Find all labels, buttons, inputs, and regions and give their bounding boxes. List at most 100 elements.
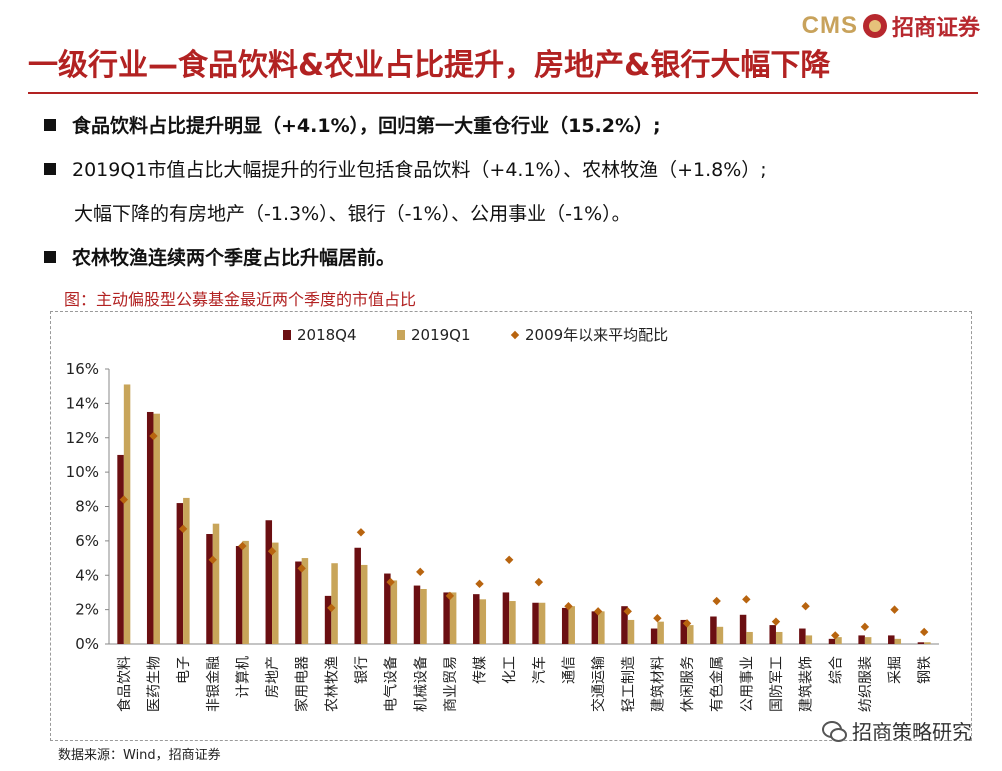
bar-2018Q4-医药生物	[146, 411, 154, 644]
x-tick-label: 建筑装饰	[799, 656, 815, 712]
bar-2018Q4-计算机	[235, 546, 243, 644]
bullet-square-icon	[44, 163, 56, 175]
bar-2018Q4-有色金属	[710, 616, 717, 644]
bar-2018Q4-传媒	[473, 594, 480, 644]
avg-marker-商业贸易	[445, 591, 455, 601]
avg-marker-家用电器	[297, 564, 306, 573]
bar-2018Q4-化工	[502, 592, 510, 644]
avg-marker-纺织服装	[860, 622, 870, 632]
avg-marker-采掘	[890, 605, 899, 614]
y-tick-label: 2%	[75, 601, 99, 619]
bar-2019Q1-家用电器	[301, 558, 309, 644]
x-tick-label: 汽车	[531, 656, 548, 684]
bar-2018Q4-钢铁	[917, 642, 925, 644]
x-tick-label: 休闲服务	[680, 656, 696, 712]
avg-marker-通信	[564, 601, 573, 611]
bullet-3-text: 农林牧渔连续两个季度占比升幅居前。	[72, 247, 396, 269]
title-divider	[28, 92, 978, 94]
y-tick-label: 6%	[75, 532, 99, 550]
x-tick-label: 纺织服装	[858, 656, 874, 712]
bar-2018Q4-银行	[354, 547, 361, 644]
bar-2019Q1-交通运输	[598, 611, 605, 644]
bar-2019Q1-建筑材料	[657, 621, 664, 644]
x-tick-label: 银行	[354, 656, 370, 684]
brand-logo: CMS 招商证券	[802, 10, 980, 42]
bar-2019Q1-轻工制造	[627, 619, 635, 644]
data-source: 数据来源：Wind，招商证券	[58, 748, 221, 763]
x-tick-label: 钢铁	[917, 656, 933, 684]
watermark-text: 招商策略研究	[852, 720, 972, 744]
bar-2019Q1-计算机	[242, 540, 249, 644]
bar-2018Q4-公用事业	[739, 614, 747, 644]
bullet-square-icon	[44, 251, 56, 263]
bullet-1: 食品饮料占比提升明显（+4.1%），回归第一大重仓行业（15.2%）;	[44, 112, 661, 140]
bar-2019Q1-电子	[183, 497, 190, 644]
bar-2019Q1-通信	[568, 606, 575, 644]
avg-marker-有色金属	[712, 596, 721, 606]
avg-marker-交通运输	[593, 607, 603, 616]
legend-label: 2018Q4	[297, 326, 357, 344]
avg-marker-电气设备	[386, 577, 395, 587]
x-tick-label: 通信	[561, 656, 577, 684]
avg-marker-机械设备	[416, 567, 425, 577]
logo-cn-text: 招商证券	[891, 16, 980, 41]
logo-cms-text: CMS	[801, 12, 858, 39]
bullet-square-icon	[44, 119, 56, 131]
x-tick-label: 医药生物	[146, 656, 162, 712]
y-tick-label: 14%	[66, 394, 99, 412]
x-tick-label: 非银金融	[206, 656, 222, 712]
x-tick-label: 建筑材料	[650, 656, 666, 712]
y-tick-label: 4%	[75, 566, 99, 584]
x-tick-label: 农林牧渔	[324, 656, 340, 712]
bar-2019Q1-非银金融	[212, 523, 220, 644]
bar-2018Q4-综合	[828, 638, 836, 644]
bar-2018Q4-通信	[561, 607, 569, 644]
bar-2018Q4-交通运输	[591, 611, 599, 644]
wechat-icon	[822, 720, 847, 742]
x-tick-label: 家用电器	[294, 656, 311, 712]
bar-2018Q4-休闲服务	[680, 619, 688, 644]
y-tick-label: 0%	[75, 635, 99, 653]
avg-marker-公用事业	[742, 595, 751, 604]
bar-2018Q4-建筑装饰	[799, 628, 806, 644]
y-tick-label: 10%	[66, 463, 99, 481]
x-tick-label: 商业贸易	[443, 656, 459, 712]
bullet-2-continuation: 大幅下降的有房地产（-1.3%）、银行（-1%）、公用事业（-1%）。	[74, 203, 631, 225]
legend-label: 2019Q1	[411, 326, 471, 344]
x-tick-label: 轻工制造	[621, 656, 637, 712]
x-tick-label: 电子	[176, 656, 192, 684]
bullet-2: 2019Q1市值占比大幅提升的行业包括食品饮料（+4.1%）、农林牧渔（+1.8…	[44, 156, 767, 184]
chart-frame: 0% 2% 4% 6% 8% 10% 12% 14% 16% 食品饮料 医药生物 电子 非银金融 计算机房…	[50, 311, 972, 741]
avg-marker-电子	[178, 524, 188, 534]
x-tick-label: 食品饮料	[116, 656, 133, 712]
x-tick-label: 电气设备	[383, 656, 400, 712]
bar-2019Q1-电气设备	[390, 580, 398, 644]
bar-2019Q1-国防军工	[775, 631, 783, 644]
x-tick-label: 公用事业	[739, 656, 755, 712]
bar-2019Q1-银行	[360, 564, 368, 644]
bar-2019Q1-综合	[835, 637, 842, 644]
bar-2019Q1-传媒	[479, 599, 487, 644]
avg-marker-轻工制造	[623, 607, 632, 616]
x-tick-label: 交通运输	[590, 656, 607, 712]
cms-merchants-logo-icon	[862, 14, 887, 38]
page-title: 一级行业—食品饮料&农业占比提升，房地产&银行大幅下降	[28, 48, 831, 83]
avg-marker-医药生物	[149, 431, 158, 441]
bar-2018Q4-机械设备	[413, 585, 421, 644]
bar-2018Q4-纺织服装	[858, 635, 865, 644]
x-tick-label: 化工	[502, 656, 518, 684]
bar-2018Q4-汽车	[532, 602, 539, 644]
bar-2018Q4-国防军工	[769, 625, 776, 644]
avg-marker-房地产	[267, 546, 277, 556]
avg-marker-计算机	[238, 541, 247, 551]
x-tick-label: 综合	[828, 656, 844, 684]
legend-swatch-2019Q1	[397, 330, 405, 340]
x-tick-label: 采掘	[888, 656, 904, 684]
bar-2018Q4-电气设备	[384, 573, 391, 644]
avg-marker-综合	[831, 631, 840, 640]
avg-marker-农林牧渔	[327, 603, 336, 613]
bar-2018Q4-农林牧渔	[324, 595, 332, 644]
avg-marker-建筑材料	[653, 614, 662, 623]
y-tick-label: 8%	[75, 498, 99, 516]
bar-2018Q4-电子	[176, 503, 184, 644]
